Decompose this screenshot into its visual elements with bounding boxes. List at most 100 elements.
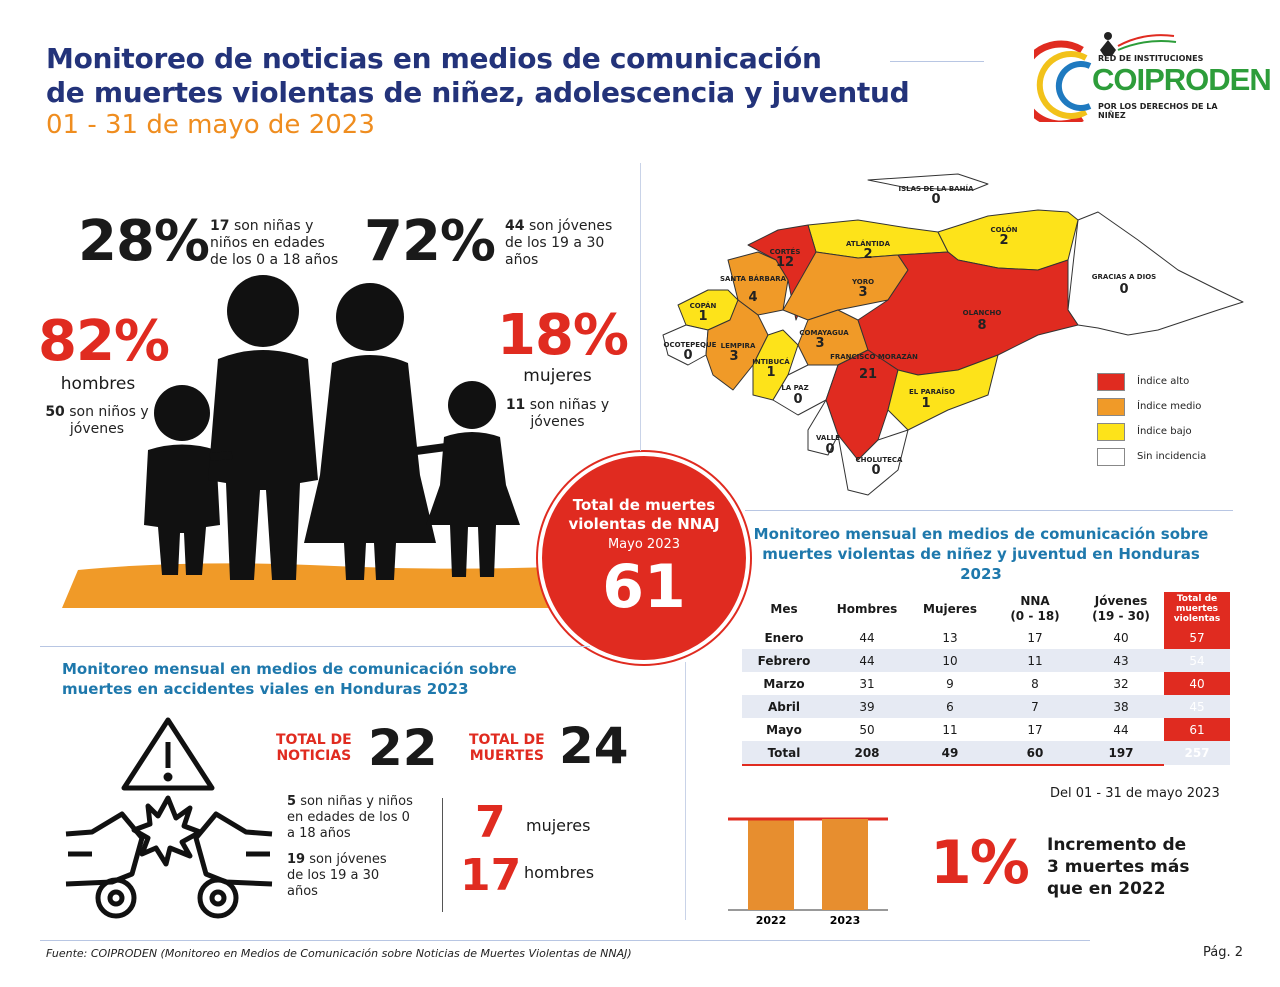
road-men-value: 17 [460,850,522,901]
table-row: Marzo 31 9 8 32 40 [742,672,1230,695]
pct-women: 18% [497,303,629,368]
legend-item-bajo: Índice bajo [1097,419,1206,444]
dept-name: LA PAZ [781,384,808,392]
women-text: son niñas y jóvenes [529,397,610,430]
total-label: Total de muertes violentas de NNAJ [568,496,720,533]
comparison-bars: 2022 2023 [728,817,888,927]
dept-name: SANTA BÁRBARA [720,274,787,283]
table-row-total: Total 208 49 60 197 257 [742,741,1230,766]
table-header-row: Mes Hombres Mujeres NNA (0 - 18) Jóvenes… [742,592,1230,626]
map-label-francisco-morazan: FRANCISCO MORAZÁN 21 [830,352,918,382]
dept-name: YORO [851,278,874,286]
bar-label-2023: 2023 [830,914,861,927]
cell-total: 57 [1164,626,1230,649]
deaths-label-1: TOTAL DE [469,732,545,748]
legend-label: Índice medio [1137,401,1202,412]
footer-source: Fuente: COIPRODEN (Monitoreo en Medios d… [46,947,632,960]
cell-total: 257 [1164,741,1230,765]
dept-value: 2 [863,247,872,262]
cell: 40 [1113,630,1129,645]
youth-count: 44 [505,218,525,234]
dept-value: 1 [698,309,707,324]
cell: 31 [859,676,875,691]
comparison-chart: 2022 2023 [724,808,894,930]
legend-item-alto: Índice alto [1097,369,1206,394]
dept-value: 8 [977,318,986,333]
road-children-note: 5 son niñas y niños en edades de los 0 a… [287,794,417,842]
col-header: Mes [770,602,798,616]
legend-swatch [1097,422,1125,441]
men-label: hombres [60,374,136,394]
cell: Enero [764,630,804,645]
cell: 6 [908,695,992,718]
dept-name: COPÁN [690,301,717,310]
increase-line-2: 3 muertes más [1047,857,1190,877]
dept-name: CHOLUTECA [856,456,904,464]
table-row: Enero 44 13 17 40 57 [742,626,1230,649]
cell-total: 54 [1164,649,1230,672]
cell: 39 [826,695,908,718]
monthly-heading-line-2: muertes violentas de niñez y juventud en… [762,545,1200,583]
divider-table [745,510,1233,511]
cell: 17 [1027,630,1043,645]
road-women-label: mujeres [526,816,591,835]
children-count: 17 [210,218,230,234]
header-divider [890,61,984,62]
map-label-santa-barbara: SANTA BÁRBARA 4 [720,274,787,305]
monthly-table-wrapper: Mes Hombres Mujeres NNA (0 - 18) Jóvenes… [742,592,1230,766]
cell: 7 [992,695,1078,718]
increase-text: Incremento de 3 muertes más que en 2022 [1047,834,1189,900]
page-title: Monitoreo de noticias en medios de comun… [46,42,910,110]
men-note: 50 son niños y jóvenes [38,404,156,438]
logo-tagline: POR LOS DERECHOS DE LA NIÑEZ [1098,102,1218,120]
women-count: 11 [505,397,526,413]
road-heading-line-1: Monitoreo mensual en medios de comunicac… [62,660,517,678]
logo-name: COIPRODEN [1092,62,1272,97]
legend-swatch [1097,447,1125,466]
cell: 44 [859,630,875,645]
cell: 38 [1078,695,1164,718]
men-text: son niños y jóvenes [69,404,149,437]
monthly-heading-line-1: Monitoreo mensual en medios de comunicac… [753,525,1209,543]
cell: 13 [942,630,958,645]
youth-note: 44 son jóvenes de los 19 a 30 años [505,218,625,269]
monthly-heading: Monitoreo mensual en medios de comunicac… [744,524,1218,584]
pct-children: 28% [78,209,210,274]
dept-name: OLANCHO [963,309,1002,317]
dept-name: COMAYAGUA [799,329,849,337]
honduras-map: ISLAS DE LA BAHÍA 0 CORTÉS 12 ATLÁNTIDA 2 C… [658,160,1248,500]
page-number: Pág. 2 [1203,945,1244,960]
total-period: Mayo 2023 [607,537,681,552]
cell-total: 45 [1164,695,1230,718]
cell: Mayo [766,722,802,737]
increase-pct: 1% [930,828,1030,898]
road-divider [442,798,443,912]
date-range: 01 - 31 de mayo de 2023 [46,110,375,140]
col-header: NNA (0 - 18) [1010,594,1060,623]
dept-value: 12 [776,255,794,270]
road-children-text: son niñas y niños en edades de los 0 a 1… [287,794,413,841]
cell: 44 [1113,722,1129,737]
men-count: 50 [45,404,65,420]
table-row: Mayo 50 11 17 44 61 [742,718,1230,741]
dept-name: FRANCISCO MORAZÁN [830,352,918,361]
news-label-1: TOTAL DE [276,732,352,748]
dept-name: OCOTEPEQUE [664,341,717,349]
title-line-1: Monitoreo de noticias en medios de comun… [46,42,822,75]
dept-value: 0 [683,348,692,363]
dept-value: 3 [815,336,824,351]
car-crash-illustration [62,714,277,924]
cell: 43 [1078,649,1164,672]
increase-line-3: que en 2022 [1047,879,1166,899]
deaths-label: TOTAL DE MUERTES [469,732,545,764]
cell: Febrero [742,649,826,672]
